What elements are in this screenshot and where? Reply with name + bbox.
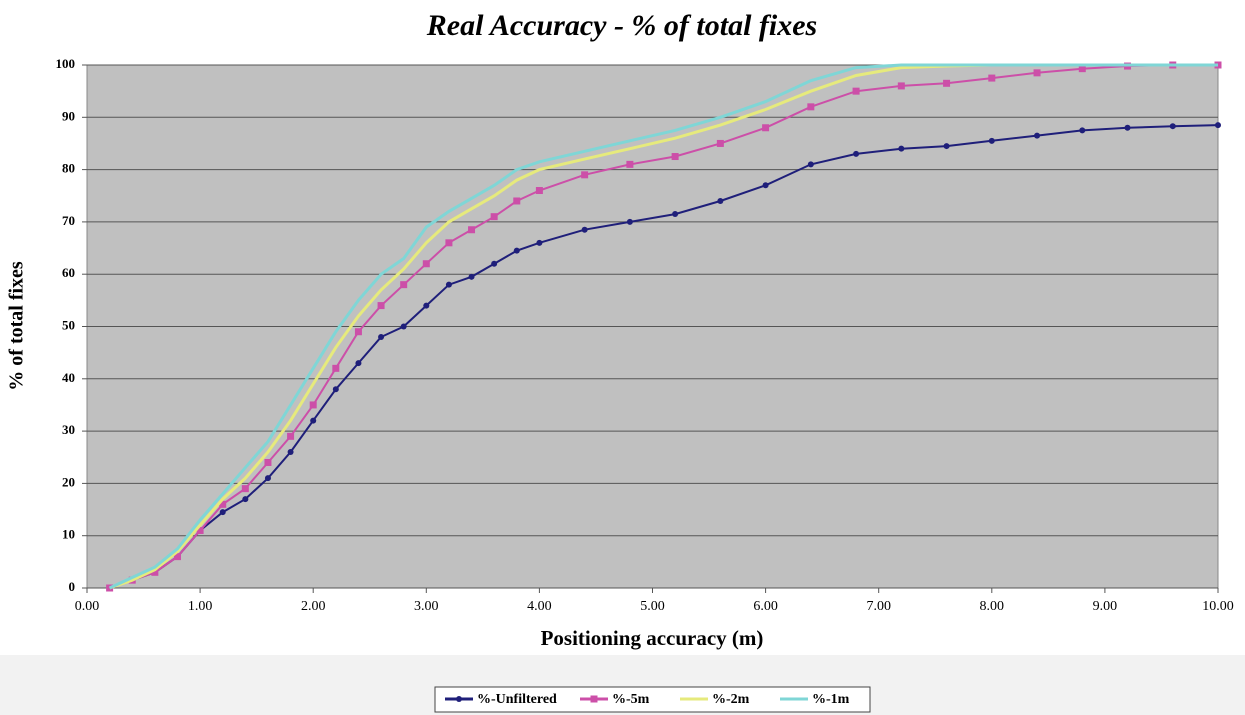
y-tick-label: 50 <box>62 317 75 332</box>
point <box>1079 127 1086 134</box>
x-tick-label: 3.00 <box>414 599 439 614</box>
point <box>1078 65 1086 73</box>
x-tick-label: 8.00 <box>980 599 1005 614</box>
point <box>988 137 995 144</box>
point <box>807 161 814 168</box>
point <box>581 171 589 179</box>
point <box>242 496 249 503</box>
point <box>400 323 407 330</box>
point <box>1215 122 1221 129</box>
x-tick-label: 6.00 <box>753 599 778 614</box>
y-tick-label: 40 <box>62 370 75 385</box>
point <box>287 432 295 440</box>
y-tick-label: 70 <box>62 213 75 228</box>
point <box>377 302 385 310</box>
point <box>491 260 498 267</box>
point <box>853 150 860 157</box>
point <box>196 526 204 534</box>
point <box>355 360 362 367</box>
y-tick-label: 100 <box>56 56 76 71</box>
legend-label: %-1m <box>812 692 850 707</box>
x-tick-label: 1.00 <box>188 599 213 614</box>
point <box>513 247 520 254</box>
legend-label: %-5m <box>612 692 650 707</box>
point <box>445 281 452 288</box>
point <box>445 239 453 247</box>
point <box>535 187 543 195</box>
point <box>173 553 181 561</box>
point <box>626 160 634 168</box>
legend-label: %-2m <box>712 692 750 707</box>
y-tick-label: 10 <box>62 527 75 542</box>
y-axis-label: % of total fixes <box>6 261 28 391</box>
legend-label: %-Unfiltered <box>477 692 557 707</box>
point <box>332 364 340 372</box>
point <box>456 696 462 702</box>
y-tick-label: 60 <box>62 265 75 280</box>
point <box>762 182 769 189</box>
point <box>287 449 294 456</box>
point <box>672 211 679 218</box>
x-axis-label: Positioning accuracy (m) <box>541 626 764 650</box>
point <box>807 103 815 111</box>
point <box>1124 124 1131 131</box>
x-tick-label: 2.00 <box>301 599 326 614</box>
x-tick-label: 9.00 <box>1093 599 1118 614</box>
legend-entries: %-Unfiltered %-5m %-2m %-1m <box>445 692 850 707</box>
plot: 0 10 20 30 40 50 60 70 80 90 100 0.00 1.00 2.00 3.00 4.… <box>56 56 1234 614</box>
point <box>671 153 679 161</box>
x-tick-label: 5.00 <box>640 599 665 614</box>
point <box>378 333 385 340</box>
point <box>898 145 905 152</box>
point <box>590 695 598 703</box>
point <box>762 124 770 132</box>
point <box>1034 132 1041 139</box>
point <box>716 139 724 147</box>
point <box>897 82 905 90</box>
y-tick-label: 80 <box>62 161 75 176</box>
chart-title: Real Accuracy - % of total fixes <box>426 9 817 42</box>
point <box>423 302 430 309</box>
point <box>852 87 860 95</box>
point <box>536 239 543 246</box>
point <box>151 568 159 576</box>
point <box>400 281 408 289</box>
series-line <box>108 63 1218 590</box>
point <box>490 213 498 221</box>
point <box>468 226 476 234</box>
point <box>310 417 317 424</box>
point <box>354 328 362 336</box>
point <box>943 79 951 87</box>
point <box>1169 123 1176 130</box>
point <box>219 500 227 508</box>
point <box>468 273 475 280</box>
point <box>422 260 430 268</box>
point <box>264 458 272 466</box>
x-tick-label: 0.00 <box>75 599 100 614</box>
point <box>332 386 339 393</box>
x-tick-label: 4.00 <box>527 599 552 614</box>
x-tick-label: 7.00 <box>866 599 891 614</box>
point <box>241 485 249 493</box>
point <box>309 401 317 409</box>
point <box>1033 69 1041 77</box>
point <box>988 74 996 82</box>
point <box>581 226 588 233</box>
point <box>943 143 950 150</box>
y-tick-label: 30 <box>62 422 75 437</box>
x-tick-label: 10.00 <box>1202 599 1234 614</box>
point <box>513 197 521 205</box>
point <box>717 197 724 204</box>
y-tick-label: 0 <box>69 579 76 594</box>
y-tick-label: 20 <box>62 474 75 489</box>
point <box>219 509 226 516</box>
y-tick-label: 90 <box>62 108 75 123</box>
point <box>264 475 271 482</box>
point <box>626 218 633 225</box>
